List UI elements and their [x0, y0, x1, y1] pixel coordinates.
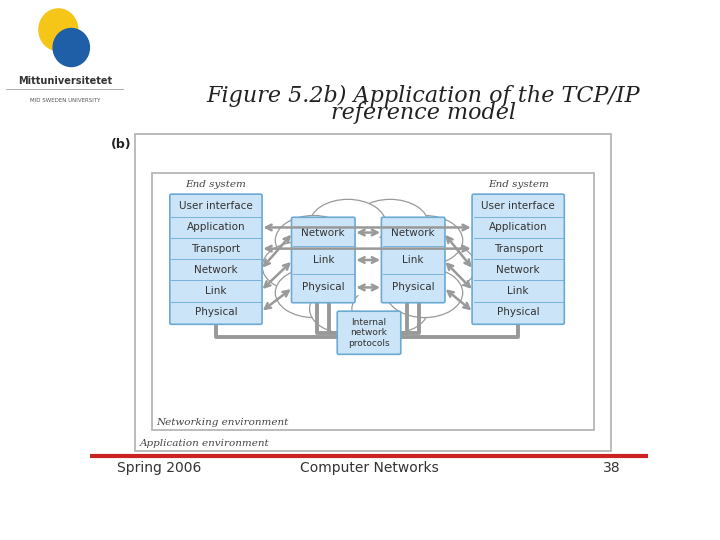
Text: Physical: Physical — [497, 307, 539, 317]
Text: Link: Link — [205, 286, 227, 296]
Text: Physical: Physical — [194, 307, 238, 317]
Text: Network: Network — [194, 265, 238, 275]
Text: User interface: User interface — [179, 201, 253, 211]
FancyBboxPatch shape — [337, 311, 401, 354]
Text: Computer Networks: Computer Networks — [300, 461, 438, 475]
Text: Link: Link — [508, 286, 529, 296]
Text: Network: Network — [496, 265, 540, 275]
FancyBboxPatch shape — [292, 217, 355, 303]
Text: Physical: Physical — [392, 282, 434, 293]
Text: Mittuniversitetet: Mittuniversitetet — [18, 76, 112, 86]
Text: Network: Network — [392, 227, 435, 238]
Ellipse shape — [352, 284, 428, 334]
Text: Transport: Transport — [192, 244, 240, 254]
Text: Transport: Transport — [494, 244, 543, 254]
Ellipse shape — [262, 242, 339, 292]
Ellipse shape — [399, 242, 476, 292]
Text: Physical: Physical — [302, 282, 345, 293]
Text: reference model: reference model — [330, 102, 516, 124]
FancyBboxPatch shape — [472, 194, 564, 325]
Text: End system: End system — [487, 180, 549, 190]
Ellipse shape — [386, 215, 463, 265]
Text: Internal
network
protocols: Internal network protocols — [348, 318, 390, 348]
Text: MID SWEDEN UNIVERSITY: MID SWEDEN UNIVERSITY — [30, 98, 100, 104]
Text: Link: Link — [312, 255, 334, 265]
Ellipse shape — [319, 237, 419, 296]
Text: Link: Link — [402, 255, 424, 265]
Ellipse shape — [275, 215, 352, 265]
Text: End system: End system — [186, 180, 246, 190]
Text: Application: Application — [489, 222, 547, 232]
Text: Network: Network — [302, 227, 345, 238]
Text: User interface: User interface — [481, 201, 555, 211]
Text: Networking environment: Networking environment — [157, 417, 289, 427]
FancyBboxPatch shape — [382, 217, 445, 303]
FancyBboxPatch shape — [135, 134, 611, 451]
Ellipse shape — [275, 268, 352, 318]
FancyBboxPatch shape — [152, 173, 594, 430]
Text: Spring 2006: Spring 2006 — [117, 461, 202, 475]
Ellipse shape — [352, 199, 428, 249]
Ellipse shape — [310, 284, 386, 334]
Text: (b): (b) — [111, 138, 132, 151]
Ellipse shape — [39, 9, 78, 51]
Text: 38: 38 — [603, 461, 621, 475]
Ellipse shape — [53, 29, 89, 66]
Text: Figure 5.2b) Application of the TCP/IP: Figure 5.2b) Application of the TCP/IP — [207, 85, 640, 106]
FancyBboxPatch shape — [170, 194, 262, 325]
Ellipse shape — [310, 199, 386, 249]
Text: Application: Application — [186, 222, 246, 232]
Ellipse shape — [386, 268, 463, 318]
Text: Application environment: Application environment — [140, 439, 269, 448]
